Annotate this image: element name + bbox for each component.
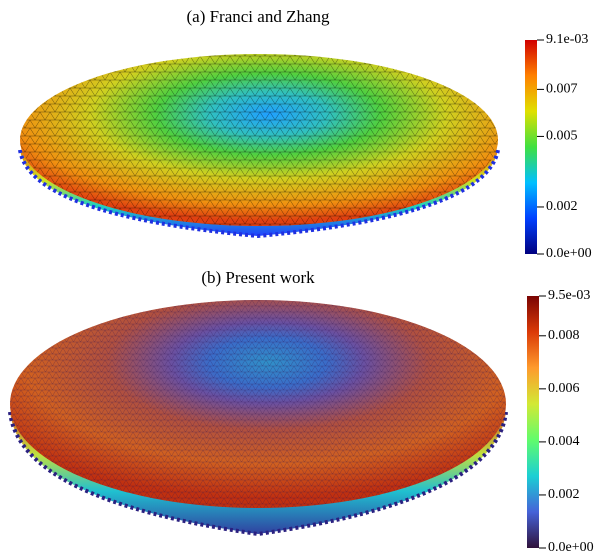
colorbar-tick-label: 0.0e+00: [548, 540, 594, 554]
panel-title: (a) Franci and Zhang: [186, 7, 330, 26]
colorbar-tick-label: 0.002: [548, 487, 580, 502]
panel-a: (a) Franci and Zhang: [20, 7, 498, 236]
colorbar-tick-label: 0.008: [548, 328, 580, 343]
mesh-lines: [10, 300, 506, 508]
colorbar-tick-label: 9.5e-03: [548, 288, 590, 303]
colorbars: 0.0e+00 0.002 0.005 0.007 9.1e-03 0.0e+00 0.00…: [525, 32, 594, 554]
colorbar-tick-label: 0.007: [546, 82, 578, 97]
colorbar-tick-label: 9.1e-03: [546, 32, 588, 47]
panel-b: (b) Present work: [10, 268, 506, 534]
panel-title: (b) Present work: [201, 268, 315, 287]
figure: (a) Franci and Zhang (b) Present work 0.…: [0, 0, 611, 554]
colorbar: [525, 40, 537, 254]
colorbar-tick-label: 0.0e+00: [546, 246, 592, 261]
colorbar-tick-label: 0.005: [546, 129, 578, 144]
colorbar: [527, 296, 539, 548]
colorbar-tick-label: 0.002: [546, 199, 578, 214]
colorbar-tick-label: 0.004: [548, 434, 580, 449]
mesh-lines: [20, 54, 498, 226]
colorbar-tick-label: 0.006: [548, 381, 580, 396]
